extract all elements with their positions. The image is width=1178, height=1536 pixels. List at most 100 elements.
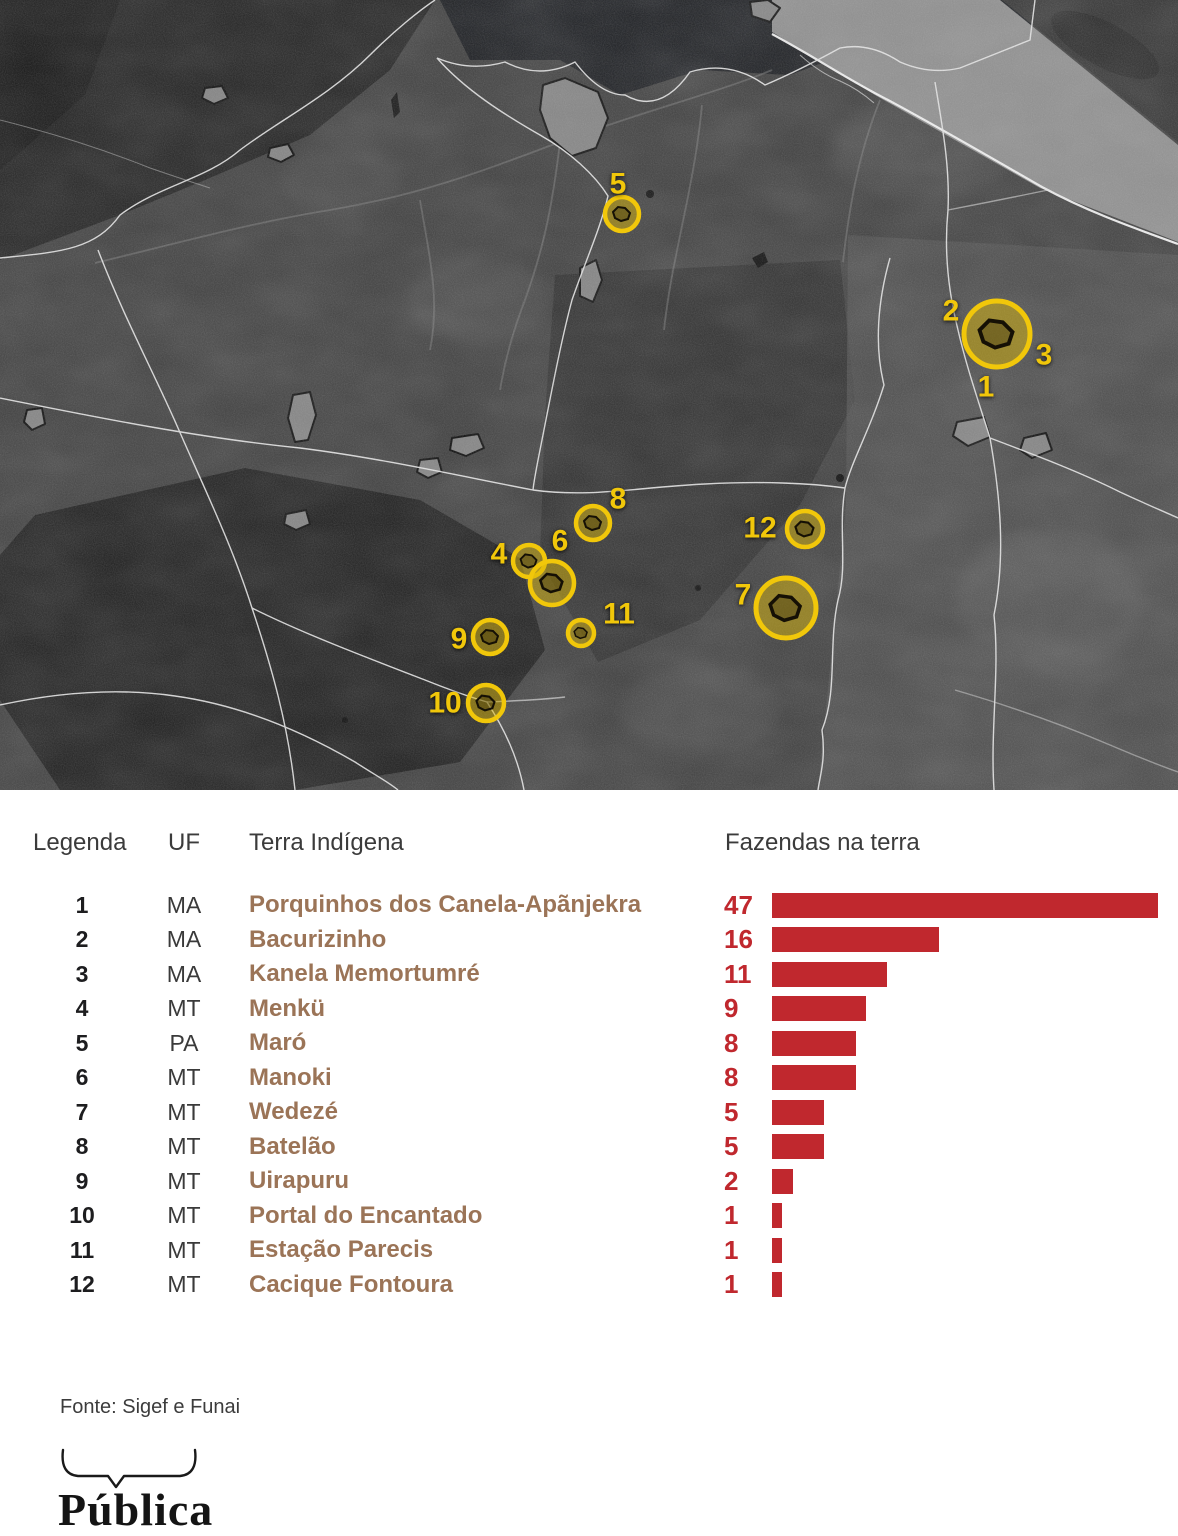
map-marker-circle-12 [784,508,826,550]
row-legend-number: 12 [69,1271,95,1298]
map-marker-circle-6 [527,558,577,608]
territory-outline-circle-8 [582,514,603,532]
table-row: 7 MT Wedezé 5 [0,1095,1178,1130]
row-state: MT [167,1236,201,1263]
row-state: MT [167,1133,201,1160]
territory-outline-circle-7 [768,593,803,623]
farms-bar [772,1272,783,1298]
table-row: 5 PA Maró 8 [0,1026,1178,1061]
row-legend-number: 2 [75,926,89,953]
header-terra-indigena: Terra Indígena [249,829,404,856]
table-row: 10 MT Portal do Encantado 1 [0,1199,1178,1234]
map-markers [465,194,1033,724]
row-bar-zone [772,1203,1178,1229]
publica-logo: Pública [58,1448,218,1533]
territory-outline-circle-5 [611,205,632,223]
row-legend-number: 1 [75,891,89,918]
farms-bar [772,927,940,953]
farms-bar [772,1203,783,1229]
territory-outline-circle-12 [794,520,815,538]
table-row: 3 MA Kanela Memortumré 11 [0,957,1178,992]
row-state: MT [167,995,201,1022]
row-legend-number: 8 [75,1133,89,1160]
row-bar-zone [772,1099,1178,1125]
farms-bar [772,1168,793,1194]
row-territory-name: Batelão [249,1132,336,1160]
map-marker-number-1: 1 [978,371,995,404]
satellite-map: 5 2 3 1 8 4 6 11 12 7 9 10 [0,0,1178,790]
map-marker-circle-5 [602,194,642,234]
table-row: 6 MT Manoki 8 [0,1061,1178,1096]
row-territory-name: Maró [249,1029,307,1057]
row-territory-name: Wedezé [249,1098,338,1126]
row-territory-name: Portal do Encantado [249,1201,483,1229]
row-legend-number: 10 [69,1202,95,1229]
header-uf: UF [168,829,200,856]
row-legend-number: 4 [75,995,89,1022]
row-legend-number: 7 [75,1098,89,1125]
row-state: MA [166,960,202,987]
row-territory-name: Uirapuru [249,1167,350,1195]
publica-logo-horns-icon [61,1448,197,1489]
territory-outline-circle-10 [475,694,496,712]
header-legenda: Legenda [33,829,127,856]
row-farms-value: 47 [724,889,753,920]
row-state: PA [169,1029,199,1056]
row-territory-name: Menkü [249,994,326,1022]
row-state: MA [166,891,202,918]
map-marker-labels: 5 2 3 1 8 4 6 11 12 7 9 10 [428,168,1052,720]
row-farms-value: 8 [724,1027,739,1058]
map-marker-number-4: 4 [491,538,508,571]
row-farms-value: 5 [724,1096,739,1127]
row-state: MT [167,1202,201,1229]
map-marker-number-5: 5 [610,168,627,201]
row-bar-zone [772,1134,1178,1160]
map-marker-number-12: 12 [743,512,776,545]
row-bar-zone [772,1168,1178,1194]
table-row: 12 MT Cacique Fontoura 1 [0,1268,1178,1303]
publica-logo-wordmark: Pública [58,1484,214,1535]
map-marker-circle-10 [465,682,507,724]
farms-bar [772,892,1158,918]
table-row: 9 MT Uirapuru 2 [0,1164,1178,1199]
legend-table-rows: 1 MA Porquinhos dos Canela-Apãnjekra 4 7 … [0,888,1178,1302]
row-farms-value: 9 [724,993,739,1024]
row-state: MT [167,1271,201,1298]
row-legend-number: 3 [75,960,89,987]
row-farms-value: 2 [724,1165,739,1196]
row-bar-zone [772,1237,1178,1263]
row-territory-name: Manoki [249,1063,332,1091]
map-marker-number-6: 6 [552,525,569,558]
source-note: Fonte: Sigef e Funai [60,1396,241,1418]
farms-bar [772,996,867,1022]
map-grain-texture [0,0,1178,790]
map-marker-circle-8 [573,503,613,543]
map-marker-number-8: 8 [610,483,627,516]
row-state: MT [167,1064,201,1091]
farms-bar [772,1030,856,1056]
table-row: 11 MT Estação Parecis 1 [0,1233,1178,1268]
map-marker-circle-7 [753,575,819,641]
row-bar-zone [772,961,1178,987]
row-territory-name: Estação Parecis [249,1236,434,1264]
map-marker-number-11: 11 [603,598,635,631]
table-row: 4 MT Menkü 9 [0,992,1178,1027]
row-legend-number: 11 [69,1236,95,1263]
map-marker-number-2: 2 [943,295,960,328]
map-marker-number-3: 3 [1036,339,1053,372]
territory-outline-circle-9 [479,628,500,646]
map-marker-circle-9 [470,617,510,657]
territory-outline-circle-1-2-3 [977,318,1015,350]
row-legend-number: 5 [75,1029,89,1056]
territory-outline-circle-11 [573,626,588,640]
row-bar-zone [772,892,1178,918]
territory-outline-circle-4 [519,553,538,569]
row-legend-number: 9 [75,1167,89,1194]
row-state: MA [166,926,202,953]
map-marker-circle-11 [565,617,597,649]
farms-bar [772,961,887,987]
map-marker-number-10: 10 [428,687,461,720]
row-territory-name: Porquinhos dos Canela-Apãnjekra [249,891,642,919]
row-bar-zone [772,1030,1178,1056]
